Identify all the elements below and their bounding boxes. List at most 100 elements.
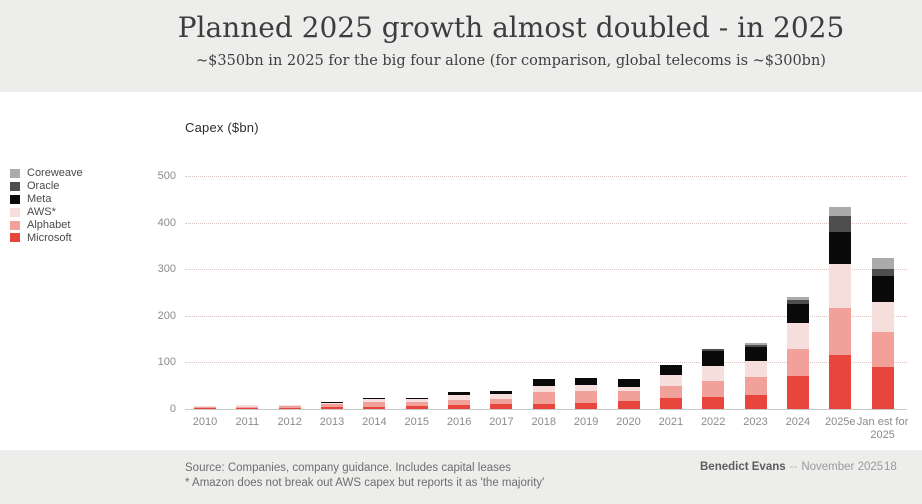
bar-2015 [405,176,428,409]
legend-label: Microsoft [27,231,72,244]
bar-2010 [194,176,216,409]
bar-segment-oracle [744,344,767,347]
y-tick-label-100: 100 [157,356,176,369]
bar-2016 [448,176,471,409]
header-text-block: Planned 2025 growth almost doubled - in … [100,0,922,69]
x-tick-label-2014: 2014 [362,416,387,428]
bar-segment-aws [786,323,809,350]
page-number: 18 [884,461,897,473]
bar-segment-coreweave [829,207,852,217]
bar-2021 [659,176,682,409]
bar-segment-meta [490,390,513,395]
bar-segment-alphabet [871,332,894,367]
bar-segment-aws [617,386,640,391]
x-tick-label-2024: 2024 [785,416,811,428]
legend-swatch-icon [10,181,20,191]
page-title: Planned 2025 growth almost doubled - in … [177,11,845,44]
x-tick-label-2023: 2023 [743,416,768,428]
bar-segment-alphabet [194,406,216,409]
legend-swatch-icon [10,220,20,230]
x-tick-label-2019: 2019 [573,416,599,428]
bar-segment-alphabet [575,391,598,403]
bar-2013 [321,176,344,409]
bar-2017 [490,176,513,409]
legend-item-meta: Meta [10,193,83,206]
bar-segment-alphabet [448,400,471,405]
source-line-2: * Amazon does not break out AWS capex bu… [185,477,545,489]
bar-segment-oracle [871,268,894,277]
bar-segment-oracle [829,216,852,232]
gridline-400 [185,222,907,224]
footer-band: Source: Companies, company guidance. Inc… [0,450,922,504]
bar-segment-microsoft [490,404,513,409]
x-tick-label-2012: 2012 [277,416,302,428]
x-tick-label-2020: 2020 [616,416,641,428]
legend-item-microsoft: Microsoft [10,231,83,244]
x-tick-label-2025e: 2025e [824,416,856,428]
bar-segment-alphabet [321,403,344,408]
x-tick-label-2010: 2010 [192,416,218,428]
bar-segment-aws [702,365,725,382]
bar-segment-meta [448,392,471,395]
bar-segment-alphabet [744,377,767,396]
bar-segment-alphabet [617,390,640,402]
bar-segment-aws [575,384,598,392]
bar-segment-microsoft [829,354,852,409]
x-tick-label-jan-est-for-2025: Jan est for 2025 [856,416,909,441]
y-tick-label-500: 500 [157,170,176,182]
bar-segment-microsoft [702,396,725,409]
bar-segment-oracle [786,300,809,305]
bar-segment-microsoft [278,407,301,409]
source-note: Source: Companies, company guidance. Inc… [185,461,544,491]
legend-item-aws: AWS* [10,206,83,219]
legend-label: Coreweave [27,167,83,180]
bar-segment-microsoft [659,397,682,409]
x-tick-label-2021: 2021 [658,416,684,428]
bar-segment-meta [659,365,682,376]
page-subtitle: ~$350bn in 2025 for the big four alone (… [196,53,826,69]
bar-segment-meta [363,398,386,400]
bar-segment-alphabet [490,398,513,405]
bar-segment-microsoft [575,402,598,409]
bar-segment-microsoft [405,406,428,409]
bar-segment-meta [871,276,894,303]
chart-legend: Coreweave Oracle Meta AWS* Alphabet Microsoft [10,167,83,244]
bar-segment-aws [532,385,555,392]
bar-2019 [575,176,598,409]
bar-jan-est-for-2025 [871,176,894,409]
legend-label: AWS* [27,206,56,219]
author-credit: Benedict Evans -- November 2025 [700,461,883,473]
bar-segment-alphabet [363,401,386,407]
bar-2023 [744,176,767,409]
gridline-100 [185,362,907,364]
bar-segment-microsoft [448,404,471,409]
bar-2020 [617,176,640,409]
legend-item-oracle: Oracle [10,180,83,193]
legend-swatch-icon [10,168,20,178]
bar-segment-microsoft [871,366,894,409]
legend-swatch-icon [10,194,20,204]
bar-segment-meta [744,346,767,362]
x-tick-label-2011: 2011 [235,416,260,428]
bar-segment-alphabet [702,381,725,397]
legend-item-coreweave: Coreweave [10,167,83,180]
bar-segment-microsoft [744,395,767,409]
bar-segment-coreweave [871,258,894,269]
x-tick-label-2016: 2016 [446,416,472,428]
bar-segment-microsoft [236,408,259,409]
bar-2014 [363,176,386,409]
gridline-500 [185,176,907,177]
bar-segment-aws [829,263,852,309]
bar-segment-meta [829,231,852,264]
bar-2018 [532,176,555,409]
bar-segment-microsoft [194,408,216,409]
bar-segment-meta [786,304,809,324]
x-tick-label-2022: 2022 [700,416,726,428]
y-tick-label-300: 300 [157,263,176,276]
bar-segment-oracle [702,349,725,351]
y-tick-label-0: 0 [169,403,176,415]
bar-segment-aws [321,402,344,404]
bar-segment-microsoft [321,407,344,409]
bar-segment-aws [744,361,767,378]
bar-segment-meta [405,397,428,400]
